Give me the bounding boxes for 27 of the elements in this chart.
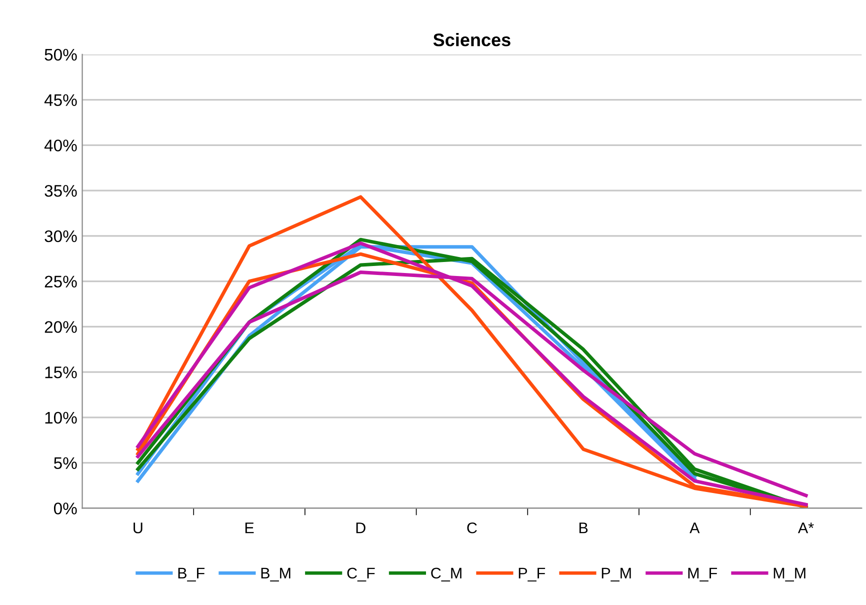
x-tick-label: A* — [798, 522, 814, 534]
y-tick-label: 45% — [44, 94, 77, 106]
legend-label: M_F — [688, 568, 718, 582]
y-tick-label: 0% — [54, 502, 77, 514]
y-tick-label: 20% — [44, 321, 77, 333]
y-tick-label: 30% — [44, 230, 77, 242]
y-tick-label: 25% — [44, 276, 77, 288]
x-tick-label: B — [579, 522, 588, 534]
legend-label: C_M — [431, 568, 462, 582]
legend-label: P_F — [518, 568, 546, 582]
legend-label: B_M — [261, 568, 290, 582]
legend-label: B_F — [178, 568, 204, 582]
y-tick-label: 5% — [54, 457, 77, 470]
chart-title: Sciences — [433, 33, 510, 46]
y-tick-label: 15% — [45, 366, 77, 378]
x-tick-label: C — [467, 522, 477, 534]
legend-label: P_M — [602, 568, 631, 582]
y-tick-label: 40% — [44, 140, 77, 152]
legend-label: M_M — [774, 568, 806, 582]
y-tick-label: 35% — [44, 184, 77, 197]
legend-label: C_F — [347, 568, 375, 582]
x-tick-label: A — [690, 522, 700, 534]
x-tick-label: U — [134, 522, 142, 534]
x-tick-label: D — [356, 522, 366, 534]
x-tick-label: E — [245, 522, 254, 534]
y-tick-label: 10% — [45, 412, 77, 424]
y-tick-label: 50% — [44, 48, 77, 61]
